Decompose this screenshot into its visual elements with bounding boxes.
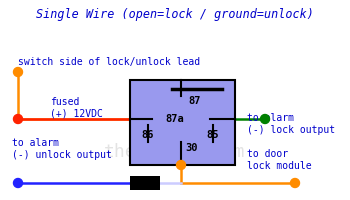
Circle shape	[176, 160, 186, 170]
Circle shape	[14, 178, 22, 188]
Text: 87: 87	[189, 96, 201, 106]
Circle shape	[14, 68, 22, 76]
Text: 87a: 87a	[166, 114, 184, 124]
Bar	[130, 176, 160, 190]
Circle shape	[260, 114, 270, 123]
Text: 86: 86	[142, 130, 154, 140]
Text: 85: 85	[207, 130, 219, 140]
Circle shape	[14, 114, 22, 123]
Text: 30: 30	[185, 143, 197, 153]
Text: the12volt.com: the12volt.com	[104, 143, 246, 161]
Text: Single Wire (open=lock / ground=unlock): Single Wire (open=lock / ground=unlock)	[36, 8, 314, 21]
Text: switch side of lock/unlock lead: switch side of lock/unlock lead	[18, 57, 200, 67]
Text: to alarm
(-) unlock output: to alarm (-) unlock output	[12, 138, 112, 160]
Bar	[130, 80, 235, 165]
Text: to door
lock module: to door lock module	[247, 149, 312, 171]
Circle shape	[290, 178, 300, 188]
Text: to alarm
(-) lock output: to alarm (-) lock output	[247, 113, 335, 135]
Text: fused
(+) 12VDC: fused (+) 12VDC	[50, 97, 103, 119]
